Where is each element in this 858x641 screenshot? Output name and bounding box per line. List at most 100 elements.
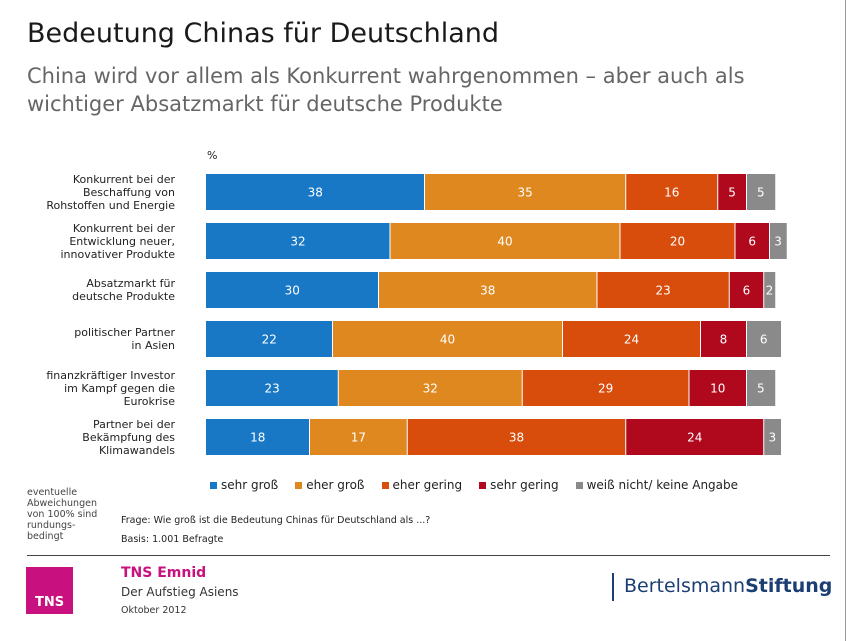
row-label-line: Bekämpfung des [82, 430, 175, 444]
bar-segment [746, 174, 776, 210]
data-label: 24 [624, 333, 639, 347]
brand-bold: Stiftung [745, 575, 833, 597]
bar-segment [746, 321, 781, 357]
bar-segment [700, 321, 747, 357]
data-label: 38 [509, 431, 524, 445]
legend-item: weiß nicht/ keine Angabe [575, 478, 739, 492]
legend-label: weiß nicht/ keine Angabe [586, 478, 739, 492]
bar-segment [390, 223, 620, 259]
bar-segment [763, 419, 781, 455]
bar-segment [625, 174, 718, 210]
data-label: 24 [687, 431, 702, 445]
data-label: 6 [760, 333, 768, 347]
bar-segment [717, 174, 747, 210]
legend: sehr groß eher groß eher gering sehr gering… [210, 478, 755, 492]
brand-divider [612, 573, 614, 601]
row-label-line: Beschaffung von [82, 185, 175, 199]
row-label: finanzkräftiger Investor im Kampf gegen d… [0, 369, 175, 408]
row-label-line: Eurokrise [123, 394, 175, 408]
legend-label: eher groß [306, 478, 365, 492]
bar-segment [206, 370, 339, 406]
data-label: 8 [720, 333, 728, 347]
bar-segment [206, 272, 379, 308]
bar-segment [206, 321, 333, 357]
row-label-line: Absatzmarkt für [86, 277, 175, 290]
data-label: 38 [308, 186, 323, 200]
study-date: Oktober 2012 [121, 605, 187, 616]
data-label: 20 [670, 235, 685, 249]
chart-subtitle: China wird vor allem als Konkurrent wahr… [27, 64, 745, 116]
unit-label: % [207, 149, 218, 162]
data-label: 38 [480, 284, 495, 298]
row-label-line: Konkurrent bei der [72, 172, 175, 186]
chart-title: Bedeutung Chinas für Deutschland [27, 18, 500, 49]
legend-item: sehr gering [479, 478, 559, 492]
tns-logo: TNS [26, 567, 73, 614]
data-label: 10 [710, 382, 725, 396]
row-label: Partner bei der Bekämpfung des Klimawandel… [0, 418, 175, 457]
bar-segment [206, 174, 425, 210]
data-label: 16 [664, 186, 679, 200]
row-label-line: innovativer Produkte [60, 247, 175, 261]
legend-swatch [381, 481, 389, 489]
legend-item: eher gering [381, 478, 463, 492]
tns-logo-text: TNS [35, 595, 65, 610]
row-label-line: Partner bei der [92, 417, 175, 431]
row-label-line: Entwicklung neuer, [69, 234, 175, 248]
legend-item: sehr groß [210, 478, 278, 492]
data-label: 2 [766, 284, 774, 298]
row-label-line: im Kampf gegen die [64, 381, 175, 395]
bar-segment [424, 174, 626, 210]
data-label: 40 [497, 235, 512, 249]
survey-basis: Basis: 1.001 Befragte [121, 534, 224, 545]
data-label: 32 [290, 235, 305, 249]
data-label: 6 [743, 284, 751, 298]
data-label: 6 [748, 235, 756, 249]
row-label-line: finanzkräftiger Investor [46, 368, 175, 382]
row-label-line: deutsche Produkte [72, 290, 175, 303]
row-label: Konkurrent bei der Entwicklung neuer, inno… [0, 222, 175, 261]
bar-segment [769, 223, 787, 259]
data-label: 5 [728, 186, 736, 200]
bar-segment [746, 370, 776, 406]
bar-segment [729, 272, 764, 308]
legend-label: eher gering [392, 478, 463, 492]
row-label-line: politischer Partner [74, 326, 175, 339]
bar-segment [522, 370, 689, 406]
data-label: 30 [285, 284, 300, 298]
bar-segment [597, 272, 730, 308]
bar-segment [689, 370, 747, 406]
row-label: politischer Partner in Asien [0, 326, 175, 352]
row-label: Konkurrent bei der Beschaffung von Rohstof… [0, 173, 175, 212]
bar-segment [625, 419, 764, 455]
bar-segment [620, 223, 735, 259]
data-label: 5 [757, 382, 765, 396]
data-label: 5 [757, 186, 765, 200]
data-label: 23 [264, 382, 279, 396]
bar-segment [735, 223, 770, 259]
row-label-line: Klimawandels [98, 443, 175, 457]
rounding-note: eventuelle Abweichungen von 100% sind ru… [27, 487, 98, 542]
frame-border [845, 0, 846, 641]
bar-segment [332, 321, 563, 357]
bar-segment [378, 272, 597, 308]
bar-segment [338, 370, 523, 406]
data-label: 23 [655, 284, 670, 298]
legend-label: sehr gering [490, 478, 559, 492]
legend-label: sehr groß [221, 478, 279, 492]
footer-divider [27, 555, 830, 556]
row-label-line: Rohstoffen und Energie [46, 198, 175, 212]
bar-segment [763, 272, 776, 308]
row-label: Absatzmarkt für deutsche Produkte [0, 277, 175, 303]
data-label: 3 [774, 235, 782, 249]
study-name: Der Aufstieg Asiens [121, 585, 239, 599]
bar-segment [562, 321, 701, 357]
brand-regular: Bertelsmann [624, 575, 746, 597]
bar-segment [407, 419, 626, 455]
bar-segment [206, 419, 310, 455]
bar-segment [309, 419, 408, 455]
data-label: 32 [423, 382, 438, 396]
data-label: 29 [598, 382, 613, 396]
row-label-line: Konkurrent bei der [72, 221, 175, 235]
